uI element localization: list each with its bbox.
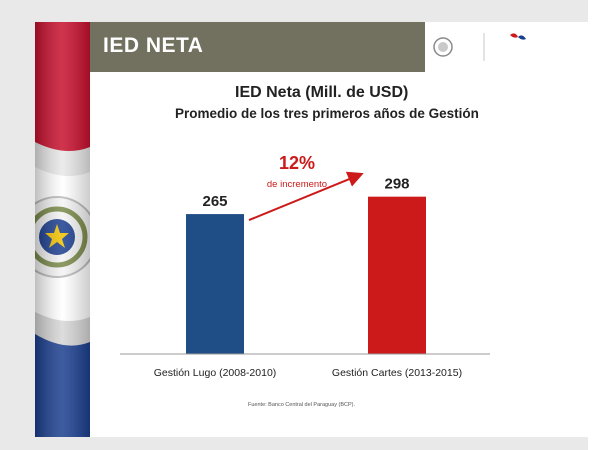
bar-2 [368,196,426,354]
paraguay-flag [35,22,90,437]
category-label-1: Gestión Lugo (2008-2010) [154,367,277,379]
bar-chart: 265 Gestión Lugo (2008-2010) 298 Gestión Ca… [120,153,490,379]
increase-arrow [248,171,364,222]
logos [430,27,580,67]
government-seal-icon [433,33,526,61]
slide: IED NETA 265 Gestión Lugo (2008-2010) 298 G… [35,22,590,437]
annotation-text: de incremento [267,179,327,190]
source-note: Fuente: Banco Central del Paraguay (BCP)… [248,402,356,408]
bar-1 [186,214,244,354]
chart-subtitle: Promedio de los tres primeros años de Ge… [175,106,479,121]
right-border [588,0,600,450]
title-bar [90,22,425,72]
category-label-2: Gestión Cartes (2013-2015) [332,367,462,379]
chart-title: IED Neta (Mill. de USD) [235,84,409,101]
bar-value-label-1: 265 [202,193,227,210]
slide-title: IED NETA [103,34,204,57]
annotation-percent: 12% [279,153,315,173]
bar-value-label-2: 298 [384,176,409,193]
